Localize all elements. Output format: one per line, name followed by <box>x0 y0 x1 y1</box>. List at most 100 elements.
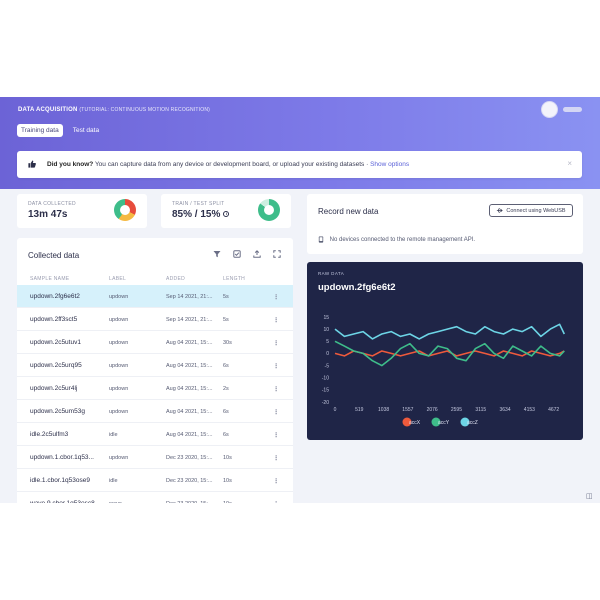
sample-added: Aug 04 2021, 15:... <box>166 362 213 369</box>
x-tick-label: 1038 <box>378 407 389 413</box>
label-distribution-chart <box>114 199 136 221</box>
page-header: DATA ACQUISITION (TUTORIAL: CONTINUOUS M… <box>0 97 600 189</box>
legend-label-accY: accY <box>438 420 450 426</box>
show-options-link[interactable]: Show options <box>370 161 410 168</box>
table-row[interactable]: wave.9.cbor.1q53osc8 wave Dec 23 2020, 15:… <box>17 492 293 503</box>
sample-added: Aug 04 2021, 15:... <box>166 408 213 415</box>
x-tick-label: 3115 <box>475 407 486 413</box>
row-menu-icon[interactable]: ⋮ <box>273 340 280 347</box>
x-tick-label: 3634 <box>500 407 511 413</box>
x-tick-label: 0 <box>334 407 337 413</box>
tab-test-data[interactable]: Test data <box>72 127 100 134</box>
tip-banner: Did you know? You can capture data from … <box>17 151 582 178</box>
sample-length: 6s <box>223 431 229 438</box>
sample-added: Sep 14 2021, 21:... <box>166 316 213 323</box>
raw-data-label: RAW DATA <box>318 271 345 276</box>
sample-label: idle <box>109 431 118 438</box>
column-header-length[interactable]: LENGTH <box>223 276 246 282</box>
page-title: DATA ACQUISITION (TUTORIAL: CONTINUOUS M… <box>18 107 210 113</box>
x-tick-label: 4153 <box>524 407 535 413</box>
x-tick-label: 2076 <box>427 407 438 413</box>
row-menu-icon[interactable]: ⋮ <box>273 478 280 485</box>
sample-label: updown <box>109 293 129 300</box>
column-header-added[interactable]: ADDED <box>166 276 186 282</box>
expand-icon[interactable] <box>273 250 281 258</box>
sample-label: updown <box>109 454 129 461</box>
row-menu-icon[interactable]: ⋮ <box>273 500 280 503</box>
column-header-label[interactable]: LABEL <box>109 276 127 282</box>
sample-name: updown.2fg6e6t2 <box>30 293 80 300</box>
chat-icon[interactable]: ◫ <box>586 493 593 500</box>
legend-swatch-accY <box>431 417 441 427</box>
no-device-text: No devices connected to the remote manag… <box>329 237 476 244</box>
sample-length: 6s <box>223 408 229 415</box>
y-tick-label: 15 <box>323 315 329 321</box>
x-tick-label: 2595 <box>451 407 462 413</box>
sample-name: idle.2c5ulfm3 <box>30 431 69 438</box>
legend-swatch-accZ <box>460 417 470 427</box>
table-row[interactable]: updown.2c5um53g updown Aug 04 2021, 15:...… <box>17 400 293 423</box>
x-tick-label: 1557 <box>402 407 413 413</box>
info-icon[interactable]: i <box>223 211 230 218</box>
data-collected-card: DATA COLLECTED 13m 47s <box>17 194 147 228</box>
series-line-accY <box>334 340 565 367</box>
filter-icon[interactable] <box>213 250 221 258</box>
row-menu-icon[interactable]: ⋮ <box>273 432 280 439</box>
train-test-split-card: TRAIN / TEST SPLIT 85% / 15% i <box>161 194 291 228</box>
data-collected-label: DATA COLLECTED <box>28 201 76 207</box>
table-row[interactable]: updown.2fg6e6t2 updown Sep 14 2021, 21:...… <box>17 285 293 308</box>
sample-added: Dec 23 2020, 15:... <box>166 477 213 484</box>
sample-added: Aug 04 2021, 15:... <box>166 339 213 346</box>
usb-icon <box>497 208 504 213</box>
user-name-placeholder[interactable] <box>563 107 582 112</box>
collected-data-panel: Collected data SAMPLE NAME LABEL ADDED L… <box>17 238 293 503</box>
table-row[interactable]: idle.2c5ulfm3 idle Aug 04 2021, 15:... 6s ⋮ <box>17 423 293 446</box>
sample-length: 6s <box>223 362 229 369</box>
sample-length: 5s <box>223 293 229 300</box>
sample-length: 10s <box>223 501 232 504</box>
no-device-message: No devices connected to the remote manag… <box>318 236 475 243</box>
y-tick-label: -10 <box>322 376 329 382</box>
train-test-split-label: TRAIN / TEST SPLIT <box>172 201 225 207</box>
sample-name: updown.2c5utuv1 <box>30 339 81 346</box>
thumbs-up-icon <box>28 160 36 168</box>
table-row[interactable]: updown.2ff3sct5 updown Sep 14 2021, 21:...… <box>17 308 293 331</box>
connect-webusb-label: Connect using WebUSB <box>506 207 566 214</box>
column-header-sample-name[interactable]: SAMPLE NAME <box>30 276 70 282</box>
row-menu-icon[interactable]: ⋮ <box>273 317 280 324</box>
row-menu-icon[interactable]: ⋮ <box>273 455 280 462</box>
data-collected-value: 13m 47s <box>28 209 68 220</box>
table-row[interactable]: updown.2c5urq95 updown Aug 04 2021, 15:...… <box>17 354 293 377</box>
table-row[interactable]: updown.2c5utuv1 updown Aug 04 2021, 15:...… <box>17 331 293 354</box>
y-tick-label: 10 <box>323 327 329 333</box>
select-icon[interactable] <box>233 250 241 258</box>
sample-label: updown <box>109 408 129 415</box>
table-row[interactable]: updown.1.cbor.1q53... updown Dec 23 2020, … <box>17 446 293 469</box>
table-row[interactable]: updown.2c5ur4lj updown Aug 04 2021, 15:...… <box>17 377 293 400</box>
row-menu-icon[interactable]: ⋮ <box>273 363 280 370</box>
record-new-data-title: Record new data <box>318 207 379 216</box>
table-row[interactable]: idle.1.cbor.1q53ose9 idle Dec 23 2020, 15:… <box>17 469 293 492</box>
sample-added: Aug 04 2021, 15:... <box>166 431 213 438</box>
tip-text: Did you know? You can capture data from … <box>47 161 409 168</box>
connect-webusb-button[interactable]: Connect using WebUSB <box>489 204 573 217</box>
close-icon[interactable]: × <box>567 159 572 168</box>
tab-bar: Training data Test data <box>17 124 103 137</box>
row-menu-icon[interactable]: ⋮ <box>273 409 280 416</box>
row-menu-icon[interactable]: ⋮ <box>273 386 280 393</box>
train-test-split-value-wrap: 85% / 15% i <box>172 209 230 220</box>
upload-icon[interactable] <box>253 250 261 258</box>
row-menu-icon[interactable]: ⋮ <box>273 294 280 301</box>
legend-swatch-accX <box>402 417 412 427</box>
sample-name: updown.2c5ur4lj <box>30 385 78 392</box>
legend-label-accZ: accZ <box>467 420 478 426</box>
sample-length: 10s <box>223 454 232 461</box>
tab-training-data[interactable]: Training data <box>17 124 63 137</box>
sample-name: updown.1.cbor.1q53... <box>30 454 94 461</box>
page-title-subtitle: (TUTORIAL: CONTINUOUS MOTION RECOGNITION… <box>79 107 211 113</box>
sample-label: updown <box>109 385 129 392</box>
sample-added: Dec 23 2020, 15:... <box>166 501 212 504</box>
tip-message: You can capture data from any device or … <box>94 161 365 168</box>
page-title-main: DATA ACQUISITION <box>18 107 78 113</box>
avatar[interactable] <box>541 101 558 118</box>
